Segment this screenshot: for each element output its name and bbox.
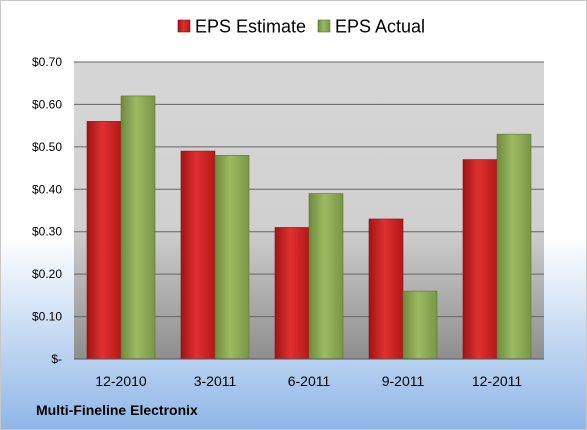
bar-eps-estimate-9-2011: [368, 218, 404, 360]
x-tick-label: 9-2011: [382, 373, 425, 389]
company-name: Multi-Fineline Electronix: [36, 402, 198, 418]
x-tick-label: 3-2011: [194, 373, 237, 389]
y-tick-labels: $- $0.10 $0.20 $0.30 $0.40 $0.50 $0.60 $0.70: [32, 55, 62, 366]
bar-eps-estimate-6-2011: [274, 227, 310, 360]
bar-eps-estimate-12-2011: [462, 159, 498, 360]
x-tick-label: 12-2010: [95, 373, 147, 389]
bar-eps-estimate-3-2011: [180, 150, 216, 360]
bar-eps-estimate-12-2010: [86, 121, 122, 360]
x-tick-label: 6-2011: [288, 373, 331, 389]
legend-swatch: [177, 19, 191, 33]
y-tick-label: $0.40: [32, 182, 62, 196]
legend: EPS Estimate EPS Actual: [177, 17, 425, 37]
bar-eps-actual-9-2011: [402, 290, 438, 360]
y-tick-label: $0.10: [32, 310, 62, 324]
bar-eps-actual-3-2011: [214, 155, 250, 360]
x-tick-labels: 12-2010 3-2011 6-2011 9-2011 12-2011: [95, 373, 522, 389]
y-tick-label: $-: [51, 352, 62, 366]
y-tick-label: $0.60: [32, 97, 62, 111]
legend-label: EPS Estimate: [195, 17, 306, 37]
y-tick-label: $0.30: [32, 225, 62, 239]
bar-eps-actual-6-2011: [308, 193, 344, 360]
y-tick-label: $0.20: [32, 267, 62, 281]
bar-eps-actual-12-2011: [496, 133, 532, 360]
x-tick-label: 12-2011: [472, 373, 523, 389]
y-tick-label: $0.70: [32, 55, 62, 69]
legend-label: EPS Actual: [335, 17, 425, 37]
bar-eps-actual-12-2010: [120, 95, 156, 360]
legend-swatch: [317, 19, 331, 33]
y-tick-label: $0.50: [32, 140, 62, 154]
